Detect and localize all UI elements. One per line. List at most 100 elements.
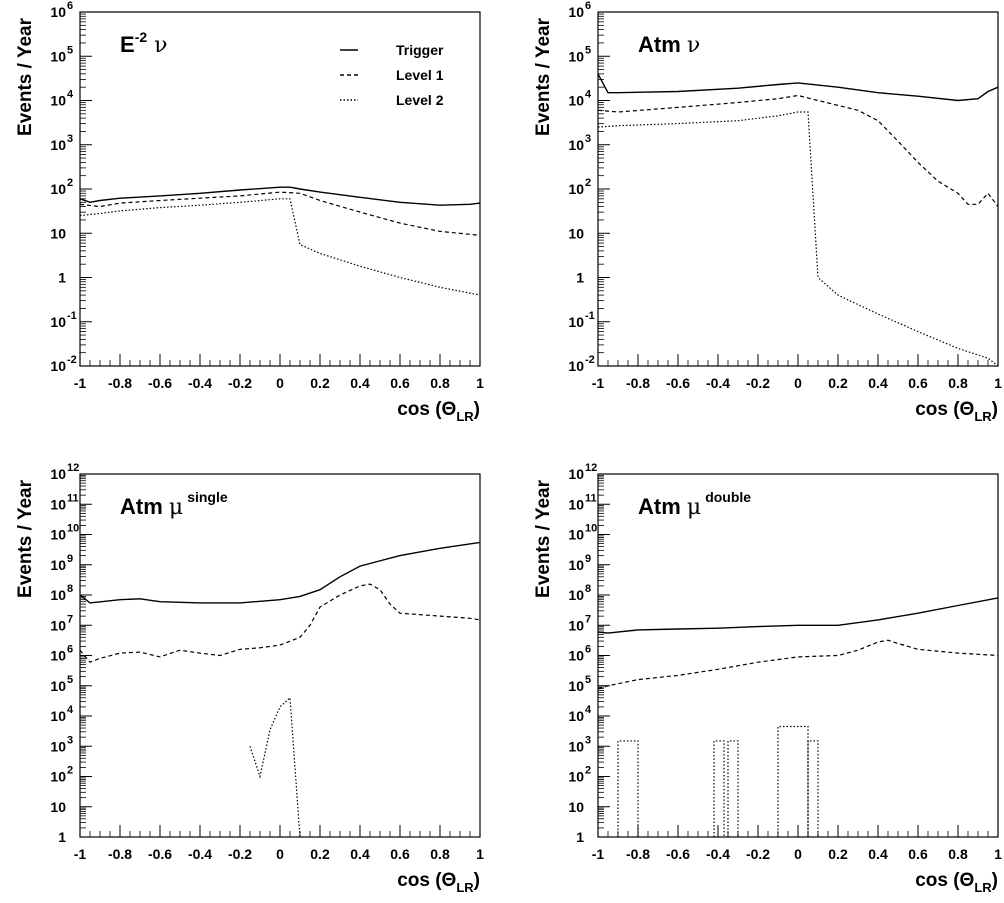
x-tick-label: -0.6 bbox=[666, 846, 690, 862]
y-tick-label: 10 3 bbox=[50, 133, 73, 153]
x-tick-label: -0.2 bbox=[746, 846, 770, 862]
y-tick-base: 10 bbox=[568, 799, 584, 815]
y-tick-base: 10 bbox=[568, 769, 584, 785]
panel-title: Atm ν bbox=[638, 32, 700, 58]
x-tick-label: -1 bbox=[74, 846, 87, 862]
y-tick-base: 10 bbox=[568, 527, 584, 543]
y-tick-exponent: 2 bbox=[67, 765, 73, 777]
y-tick-label: 1 bbox=[576, 270, 584, 286]
x-tick-label: 1 bbox=[994, 375, 1002, 391]
y-tick-base: 10 bbox=[50, 466, 66, 482]
series-level-1 bbox=[79, 191, 481, 236]
y-tick-exponent: 6 bbox=[67, 644, 73, 656]
x-tick-label: 0.4 bbox=[350, 846, 370, 862]
y-tick-exponent: 5 bbox=[585, 674, 591, 686]
y-tick-exponent: 3 bbox=[585, 133, 591, 145]
series-level-2 bbox=[249, 696, 301, 838]
y-tick-base: 10 bbox=[568, 617, 584, 633]
y-tick-label: 10 3 bbox=[568, 133, 591, 153]
x-tick-label: 0.4 bbox=[350, 375, 370, 391]
y-tick-base: 10 bbox=[568, 648, 584, 664]
y-axis-title: Events / Year bbox=[533, 17, 554, 136]
y-tick-base: 10 bbox=[50, 769, 66, 785]
y-tick-label: 10 -1 bbox=[568, 310, 594, 330]
y-tick-label: 10 4 bbox=[568, 704, 592, 724]
series-level-2 bbox=[597, 111, 999, 367]
x-tick-label: 0.6 bbox=[908, 846, 928, 862]
y-tick-label: 10 -2 bbox=[568, 354, 594, 374]
y-tick-exponent: 6 bbox=[67, 0, 73, 12]
y-tick-exponent: 2 bbox=[585, 765, 591, 777]
y-tick-exponent: 3 bbox=[67, 133, 73, 145]
y-tick-label: 10 9 bbox=[568, 553, 591, 573]
y-tick-label: 10 6 bbox=[568, 644, 591, 664]
y-tick-label: 1 bbox=[58, 829, 66, 845]
panel-title-greek: μ bbox=[169, 495, 183, 520]
y-tick-label: 10 5 bbox=[568, 674, 591, 694]
x-tick-label: -0.6 bbox=[666, 375, 690, 391]
y-tick-exponent: -1 bbox=[67, 310, 77, 322]
y-tick-base: 10 bbox=[568, 181, 584, 197]
y-tick-label: 10 6 bbox=[568, 0, 591, 20]
y-tick-exponent: 12 bbox=[67, 462, 79, 474]
x-tick-label: 0.2 bbox=[310, 375, 330, 391]
y-tick-exponent: 3 bbox=[67, 734, 73, 746]
x-axis-title-main: cos (Θ bbox=[397, 399, 456, 420]
y-tick-exponent: 5 bbox=[67, 674, 73, 686]
y-tick-base: 10 bbox=[50, 93, 66, 109]
series-trigger bbox=[597, 597, 999, 634]
y-tick-base: 10 bbox=[50, 799, 66, 815]
x-tick-label: 0 bbox=[276, 375, 284, 391]
x-axis-title-main: cos (Θ bbox=[915, 399, 974, 420]
y-tick-label: 10 10 bbox=[568, 523, 597, 543]
panel-title-base: Atm bbox=[638, 494, 687, 519]
y-tick-label: 10 8 bbox=[50, 583, 73, 603]
y-tick-label: 1 bbox=[576, 829, 584, 845]
y-tick-base: 10 bbox=[568, 466, 584, 482]
x-axis-title-subscript: LR bbox=[974, 409, 992, 424]
y-tick-label: 1 bbox=[58, 270, 66, 286]
y-tick-exponent: 6 bbox=[585, 0, 591, 12]
y-tick-base: 10 bbox=[568, 225, 584, 241]
y-axis-title: Events / Year bbox=[533, 479, 554, 598]
x-tick-label: -0.8 bbox=[626, 375, 650, 391]
y-tick-base: 1 bbox=[58, 270, 66, 286]
panel-title-superscript: double bbox=[705, 489, 751, 505]
x-tick-label: -0.4 bbox=[188, 846, 212, 862]
x-tick-label: 1 bbox=[476, 846, 484, 862]
y-tick-base: 10 bbox=[568, 358, 584, 374]
y-tick-base: 10 bbox=[50, 678, 66, 694]
y-tick-exponent: 12 bbox=[585, 462, 597, 474]
y-tick-exponent: 3 bbox=[585, 734, 591, 746]
panel-title-superscript: -2 bbox=[135, 29, 148, 45]
y-tick-label: 10 5 bbox=[50, 674, 73, 694]
y-tick-exponent: 5 bbox=[67, 44, 73, 56]
x-tick-label: 0.4 bbox=[868, 375, 888, 391]
y-tick-base: 10 bbox=[50, 137, 66, 153]
y-tick-label: 10 12 bbox=[50, 462, 79, 482]
x-tick-label: -0.2 bbox=[228, 375, 252, 391]
y-axis-title: Events / Year bbox=[15, 17, 36, 136]
y-tick-label: 10 6 bbox=[50, 0, 73, 20]
x-axis-title-main: cos (Θ bbox=[397, 870, 456, 891]
x-tick-label: 0.8 bbox=[430, 846, 450, 862]
y-tick-label: 10 10 bbox=[50, 523, 79, 543]
y-tick-base: 10 bbox=[568, 708, 584, 724]
x-tick-label: -0.2 bbox=[746, 375, 770, 391]
y-tick-exponent: 2 bbox=[585, 177, 591, 189]
x-tick-label: 0 bbox=[794, 375, 802, 391]
plot-frame bbox=[79, 11, 481, 367]
x-tick-label: -0.4 bbox=[706, 846, 730, 862]
series-trigger bbox=[79, 541, 481, 604]
x-tick-label: 0.2 bbox=[828, 375, 848, 391]
y-tick-exponent: 10 bbox=[585, 523, 597, 535]
x-tick-label: 0.6 bbox=[390, 846, 410, 862]
x-tick-label: -0.8 bbox=[626, 846, 650, 862]
panel-title: Atm μ double bbox=[638, 489, 751, 520]
series-level-2 bbox=[79, 198, 481, 296]
y-tick-label: 10 9 bbox=[50, 553, 73, 573]
y-tick-label: 10 5 bbox=[568, 44, 591, 64]
panel-title-base: Atm bbox=[120, 494, 169, 519]
y-tick-label: 10 2 bbox=[568, 177, 591, 197]
